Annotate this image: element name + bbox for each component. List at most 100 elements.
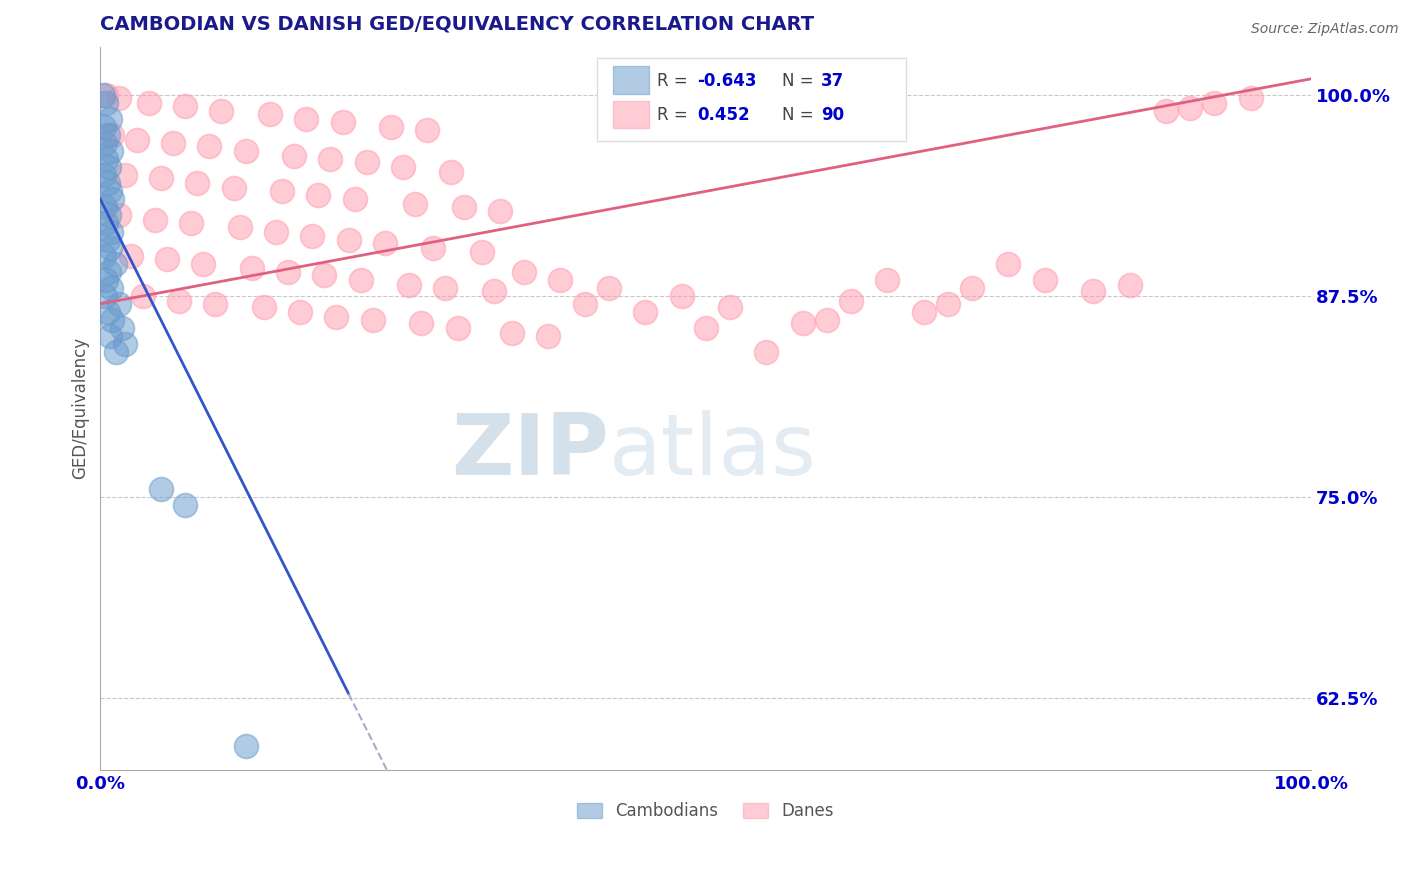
Point: [398, 277, 420, 292]
Text: 37: 37: [821, 71, 844, 90]
Point: [482, 284, 505, 298]
Point: [107, 297, 129, 311]
Point: [97, 233, 120, 247]
Text: Source: ZipAtlas.com: Source: ZipAtlas.com: [1251, 22, 1399, 37]
Point: [97, 128, 120, 142]
Point: [204, 297, 226, 311]
Point: [132, 289, 155, 303]
Point: [101, 128, 124, 142]
Point: [138, 95, 160, 110]
Point: [98, 184, 121, 198]
Point: [180, 217, 202, 231]
FancyBboxPatch shape: [613, 66, 648, 94]
Point: [253, 300, 276, 314]
Legend: Cambodians, Danes: Cambodians, Danes: [571, 796, 841, 827]
Point: [271, 184, 294, 198]
Point: [96, 217, 118, 231]
Point: [550, 273, 572, 287]
Point: [97, 176, 120, 190]
Point: [295, 112, 318, 126]
Point: [755, 345, 778, 359]
Point: [235, 144, 257, 158]
Point: [634, 305, 657, 319]
Point: [839, 293, 862, 308]
Point: [94, 201, 117, 215]
Point: [104, 257, 127, 271]
Point: [228, 219, 250, 234]
Point: [319, 152, 342, 166]
Point: [1118, 277, 1140, 292]
Point: [209, 103, 232, 118]
FancyBboxPatch shape: [596, 57, 905, 141]
Point: [125, 133, 148, 147]
Point: [93, 120, 115, 134]
Point: [440, 165, 463, 179]
Point: [936, 297, 959, 311]
Point: [411, 316, 433, 330]
Point: [513, 265, 536, 279]
Point: [100, 281, 122, 295]
Point: [283, 149, 305, 163]
Text: N =: N =: [782, 106, 814, 124]
Point: [356, 155, 378, 169]
Point: [264, 225, 287, 239]
Text: 90: 90: [821, 106, 844, 124]
Point: [343, 193, 366, 207]
Point: [288, 305, 311, 319]
Point: [101, 313, 124, 327]
Point: [91, 87, 114, 102]
Text: ZIP: ZIP: [451, 410, 609, 493]
Point: [97, 305, 120, 319]
Point: [301, 229, 323, 244]
Point: [337, 233, 360, 247]
Point: [1178, 101, 1201, 115]
Text: 0.452: 0.452: [697, 106, 749, 124]
Point: [434, 281, 457, 295]
Point: [98, 329, 121, 343]
Point: [107, 91, 129, 105]
Point: [100, 225, 122, 239]
Point: [307, 187, 329, 202]
Text: atlas: atlas: [609, 410, 817, 493]
Point: [259, 107, 281, 121]
Point: [416, 123, 439, 137]
Point: [156, 252, 179, 266]
Point: [1204, 95, 1226, 110]
Point: [222, 181, 245, 195]
Point: [598, 281, 620, 295]
Point: [240, 261, 263, 276]
Point: [114, 168, 136, 182]
Point: [149, 482, 172, 496]
Point: [162, 136, 184, 150]
Point: [107, 209, 129, 223]
Point: [120, 249, 142, 263]
Point: [960, 281, 983, 295]
Point: [695, 321, 717, 335]
Point: [718, 300, 741, 314]
Point: [792, 316, 814, 330]
Point: [94, 136, 117, 150]
Point: [93, 168, 115, 182]
Point: [1083, 284, 1105, 298]
Point: [97, 265, 120, 279]
Point: [167, 293, 190, 308]
Point: [815, 313, 838, 327]
Text: R =: R =: [658, 106, 688, 124]
Point: [98, 112, 121, 126]
Point: [1033, 273, 1056, 287]
Point: [97, 160, 120, 174]
Y-axis label: GED/Equivalency: GED/Equivalency: [72, 337, 89, 479]
Point: [114, 337, 136, 351]
Point: [361, 313, 384, 327]
Point: [174, 498, 197, 512]
Point: [912, 305, 935, 319]
Point: [489, 203, 512, 218]
Point: [422, 241, 444, 255]
Point: [1154, 103, 1177, 118]
Point: [314, 268, 336, 282]
Point: [94, 289, 117, 303]
Point: [325, 310, 347, 324]
Point: [105, 345, 128, 359]
Point: [143, 213, 166, 227]
Point: [374, 235, 396, 250]
